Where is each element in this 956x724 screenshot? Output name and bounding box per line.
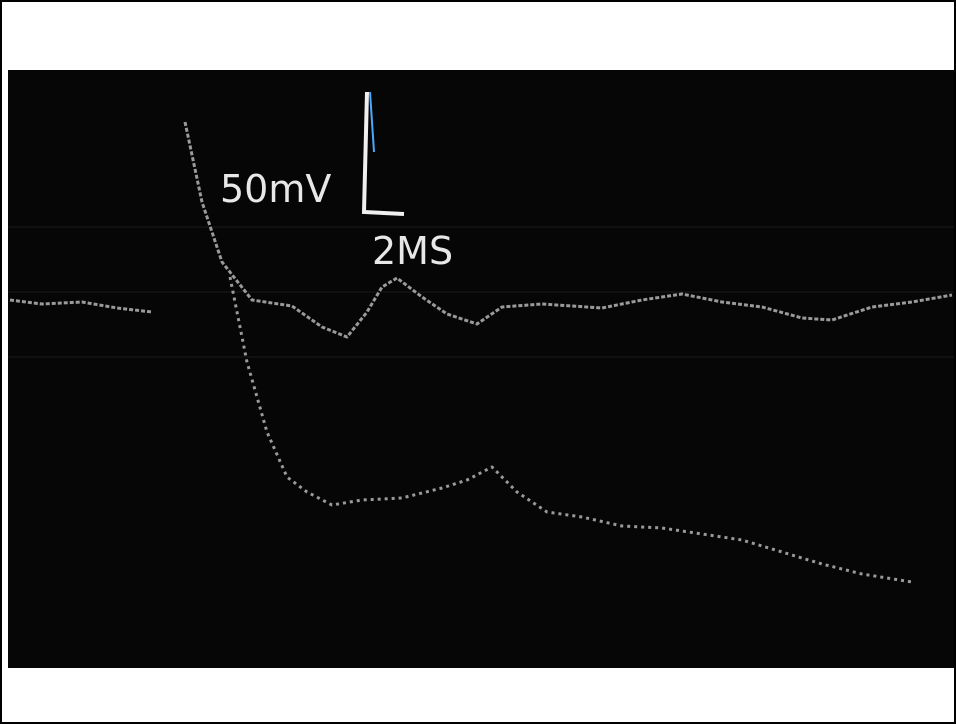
voltage-scale-label: 50mV [220, 167, 331, 211]
time-scale-label: 2MS [372, 229, 453, 273]
slide: 50mV 2MS [0, 0, 956, 724]
screen [8, 70, 954, 668]
oscilloscope-photo: 50mV 2MS [2, 2, 954, 722]
